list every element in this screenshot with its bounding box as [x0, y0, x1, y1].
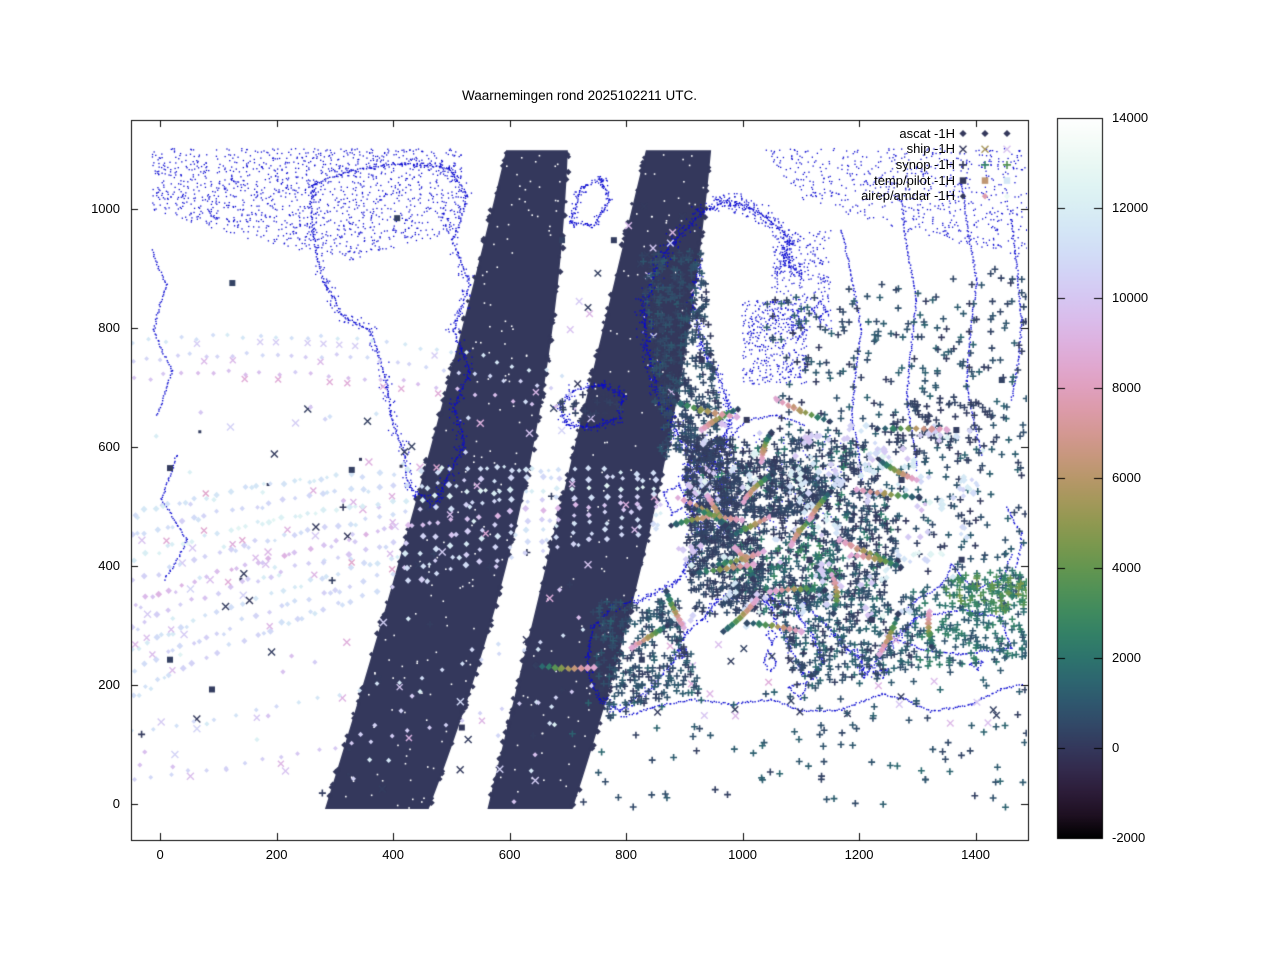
legend-label: airep/amdar -1H: [861, 188, 955, 204]
y-tick-label: 1000: [91, 201, 120, 217]
colorbar-tick-label: 4000: [1112, 560, 1141, 575]
x-tick-label: 400: [382, 847, 404, 862]
x-tick-label: 1000: [728, 847, 758, 862]
colorbar-tick-label: 12000: [1112, 200, 1149, 215]
y-tick-label: 200: [98, 677, 120, 693]
colorbar-tick-label: 10000: [1112, 290, 1149, 305]
y-tick-label: 0: [112, 796, 120, 812]
x-tick-label: 1200: [844, 847, 874, 862]
x-tick-label: 800: [615, 847, 637, 862]
x-tick-label: 200: [265, 847, 288, 862]
y-tick-label: 400: [98, 558, 120, 574]
colorbar-tick-label: 2000: [1112, 650, 1141, 665]
y-tick-label: 600: [98, 439, 120, 455]
colorbar-tick-label: 0: [1112, 740, 1120, 755]
x-tick-label: 1400: [961, 847, 991, 862]
colorbar-tick-label: 6000: [1112, 470, 1141, 485]
colorbar-tick-label: 14000: [1112, 110, 1149, 125]
chart-title: Waarnemingen rond 2025102211 UTC.: [462, 88, 697, 103]
legend-label: synop -1H: [895, 156, 955, 172]
x-tick-label: 0: [156, 847, 164, 862]
colorbar-tick-label: 8000: [1112, 380, 1141, 395]
y-tick-label: 800: [98, 320, 120, 336]
colorbar-tick-label: -2000: [1112, 830, 1146, 845]
legend-label: temp/pilot -1H: [874, 172, 955, 188]
x-tick-label: 600: [498, 847, 521, 862]
legend-label: ship -1H: [906, 141, 955, 157]
legend-label: ascat -1H: [899, 125, 955, 141]
